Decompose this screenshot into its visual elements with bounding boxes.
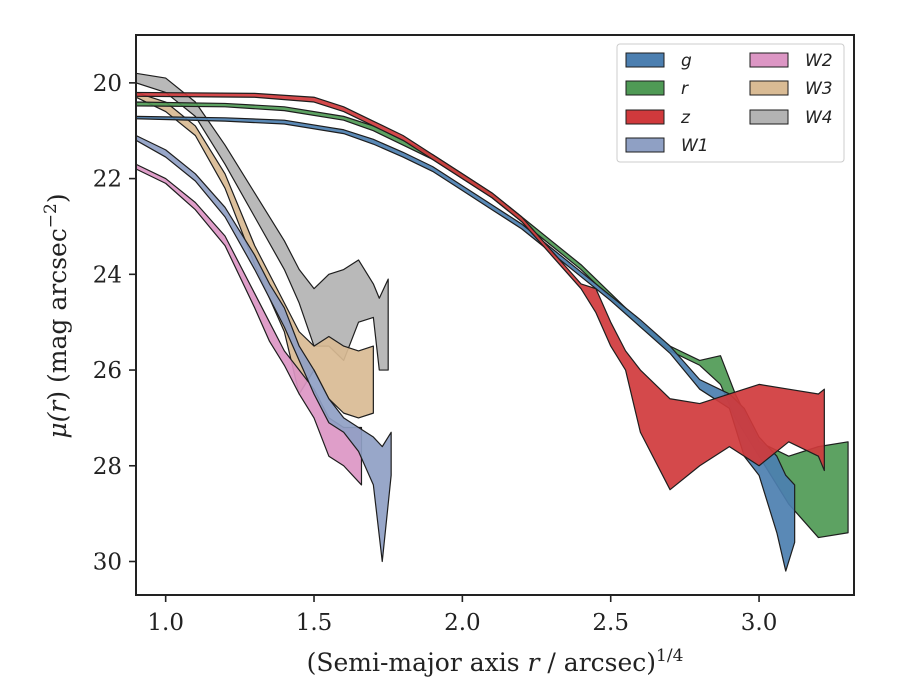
x-tick-label: 1.0 <box>147 610 184 636</box>
legend: grz W1 W2 W3 W4 <box>616 43 845 163</box>
legend-swatch-r <box>625 80 665 96</box>
x-axis-label: (Semi-major axis r / arcsec)1/4 <box>307 646 684 677</box>
legend-label-W3: W3 <box>805 79 833 99</box>
x-tick-label: 3.0 <box>741 610 778 636</box>
profile-bands <box>136 72 849 572</box>
legend-swatch-W4 <box>749 109 789 125</box>
band-W2 <box>136 163 363 486</box>
legend-label-W1: W1 <box>681 136 709 156</box>
y-tick-label: 20 <box>93 71 122 97</box>
band-g <box>136 115 796 572</box>
legend-swatch-W1 <box>625 137 665 153</box>
x-axis-ticks: 1.0 1.5 2.0 2.5 3.0 <box>147 595 777 636</box>
x-tick-label: 2.0 <box>444 610 481 636</box>
legend-label-W4: W4 <box>805 108 833 128</box>
band-W1 <box>136 134 392 563</box>
y-tick-label: 30 <box>93 549 122 575</box>
legend-label-W2: W2 <box>805 51 833 71</box>
y-axis-label: μ(r) (mag arcsec−2) <box>41 193 72 438</box>
y-tick-label: 26 <box>93 358 122 384</box>
y-tick-label: 28 <box>93 454 122 480</box>
plot-frame <box>135 34 855 596</box>
y-tick-label: 22 <box>93 167 122 193</box>
legend-label-z: z <box>680 108 691 128</box>
legend-swatch-g <box>625 52 665 68</box>
legend-swatch-W2 <box>749 52 789 68</box>
legend-label-r: r <box>681 79 689 99</box>
y-tick-label: 24 <box>93 262 122 288</box>
x-tick-label: 1.5 <box>296 610 333 636</box>
legend-box <box>616 43 845 163</box>
y-axis-ticks: 20 22 24 26 28 30 <box>93 71 136 575</box>
band-W4 <box>136 72 389 371</box>
legend-label-g: g <box>681 51 692 71</box>
x-tick-label: 2.5 <box>592 610 629 636</box>
band-z <box>136 91 825 491</box>
legend-swatch-W3 <box>749 80 789 96</box>
legend-swatch-z <box>625 109 665 125</box>
